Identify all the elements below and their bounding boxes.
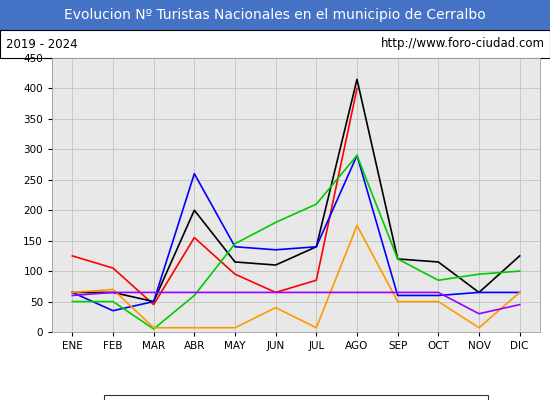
Text: 2019 - 2024: 2019 - 2024	[6, 38, 77, 50]
Text: Evolucion Nº Turistas Nacionales en el municipio de Cerralbo: Evolucion Nº Turistas Nacionales en el m…	[64, 8, 486, 22]
Text: http://www.foro-ciudad.com: http://www.foro-ciudad.com	[381, 38, 544, 50]
Legend: 2024, 2023, 2022, 2021, 2020, 2019: 2024, 2023, 2022, 2021, 2020, 2019	[104, 395, 487, 400]
